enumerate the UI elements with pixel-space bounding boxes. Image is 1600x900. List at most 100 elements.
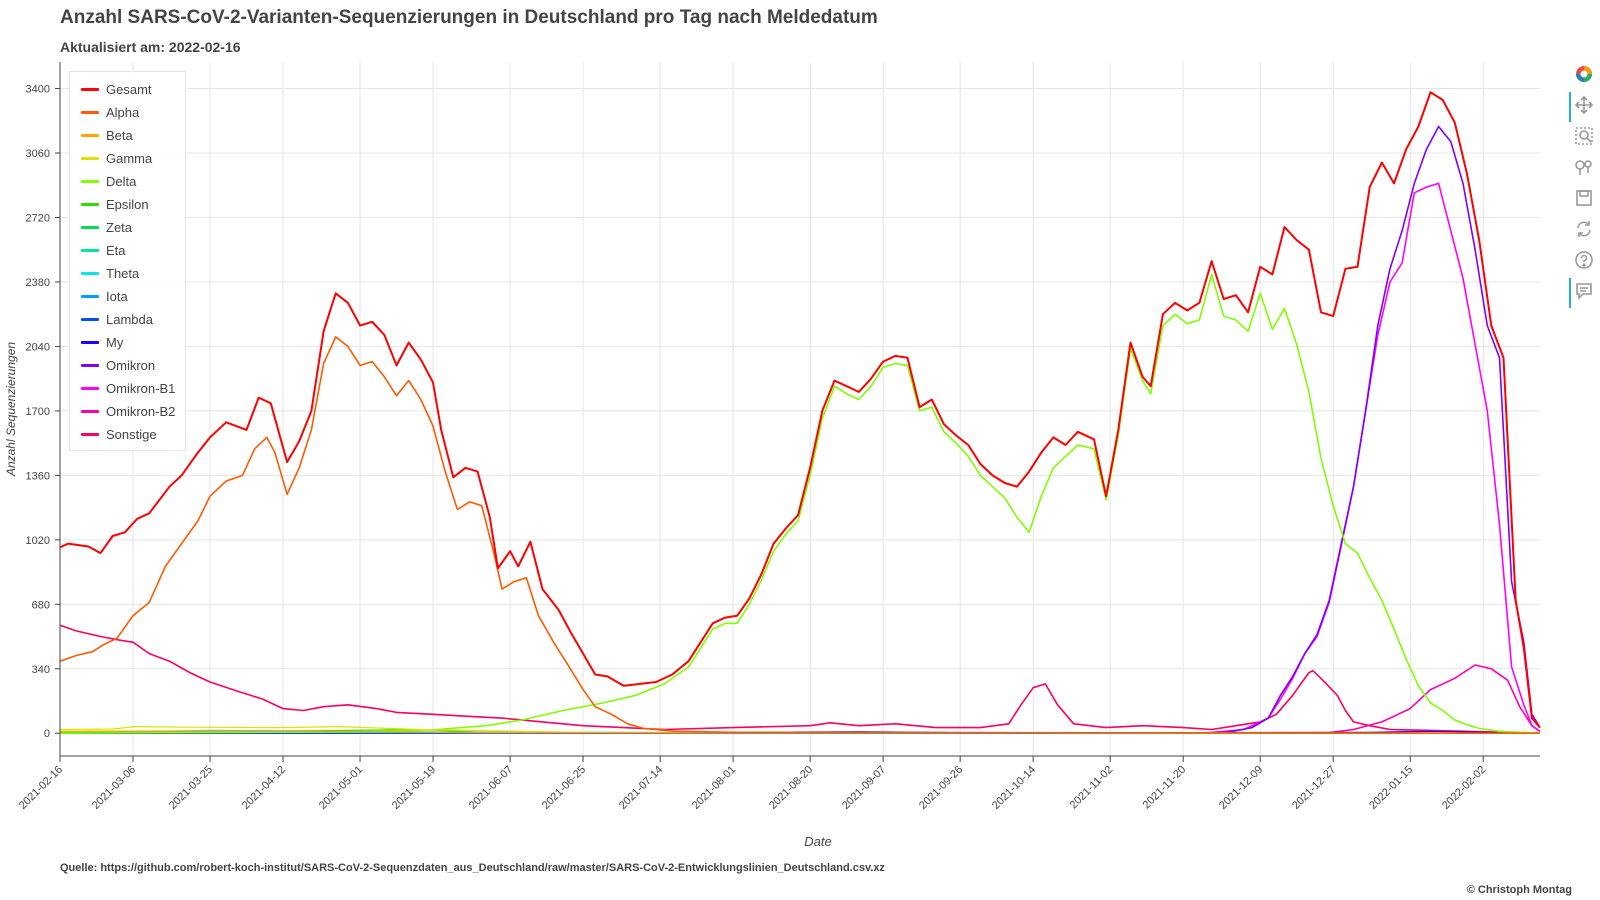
- legend-swatch: [81, 180, 99, 183]
- legend-label: Eta: [106, 243, 126, 258]
- legend-label: Beta: [106, 128, 133, 143]
- grid-lines: [59, 62, 1540, 756]
- y-tick-label: 1360: [26, 470, 50, 482]
- chart-toolbar: [1569, 58, 1597, 308]
- legend-item-eta[interactable]: Eta: [70, 239, 185, 262]
- legend-swatch: [81, 410, 99, 413]
- legend-item-omikron-b2[interactable]: Omikron-B2: [70, 400, 185, 423]
- legend-item-epsilon[interactable]: Epsilon: [70, 193, 185, 216]
- pan-icon[interactable]: [1569, 89, 1597, 122]
- x-tick-label: 2021-02-16: [17, 764, 65, 812]
- reset-icon[interactable]: [1571, 213, 1597, 244]
- legend-item-my[interactable]: My: [70, 331, 185, 354]
- x-tick-label: 2021-03-06: [90, 764, 138, 812]
- legend-label: Sonstige: [106, 427, 157, 442]
- legend-label: Omikron: [106, 358, 156, 373]
- series-line-omikron[interactable]: [60, 125, 1541, 735]
- series-line-gesamt[interactable]: [59, 91, 1541, 729]
- y-tick-label: 2040: [26, 341, 50, 353]
- legend-swatch: [81, 433, 99, 436]
- chart-title: Anzahl SARS-CoV-2-Varianten-Sequenzierun…: [60, 7, 878, 28]
- x-tick-label: 2022-01-15: [1367, 764, 1415, 812]
- x-tick-label: 2021-11-20: [1141, 764, 1189, 812]
- legend-label: Iota: [106, 289, 128, 304]
- x-tick-label: 2021-07-14: [617, 764, 665, 812]
- legend-item-zeta[interactable]: Zeta: [70, 216, 185, 239]
- y-tick-label: 2380: [26, 277, 50, 289]
- x-tick-label: 2022-02-02: [1440, 764, 1488, 812]
- x-axis-label: Date: [804, 834, 831, 849]
- legend-label: Omikron-B2: [106, 404, 176, 419]
- legend-swatch: [81, 111, 99, 114]
- axes: [55, 62, 1540, 762]
- legend-swatch: [81, 318, 99, 321]
- x-tick-label: 2021-05-19: [390, 764, 438, 812]
- legend-item-gamma[interactable]: Gamma: [70, 147, 185, 170]
- wheel-zoom-icon[interactable]: [1571, 151, 1597, 182]
- chart-legend: Gesamt Alpha Beta Gamma Delta Epsilon Zeta Eta T…: [69, 71, 186, 451]
- legend-label: Delta: [106, 174, 137, 189]
- y-axis-label: Anzahl Sequenzierungen: [4, 342, 18, 477]
- x-tick-label: 2021-12-09: [1217, 764, 1265, 812]
- y-tick-label: 3400: [26, 84, 50, 96]
- series-lines: [59, 91, 1541, 735]
- plot-area[interactable]: [60, 62, 1540, 756]
- legend-item-delta[interactable]: Delta: [70, 170, 185, 193]
- y-tick-label: 3060: [26, 148, 50, 160]
- x-tick-label: 2021-04-12: [240, 764, 288, 812]
- legend-label: Lambda: [106, 312, 153, 327]
- series-line-sonstige[interactable]: [59, 624, 1541, 734]
- series-line-delta[interactable]: [59, 273, 1541, 735]
- legend-swatch: [81, 341, 99, 344]
- legend-item-gesamt[interactable]: Gesamt: [70, 78, 185, 101]
- x-tick-label: 2021-05-01: [317, 764, 365, 812]
- legend-swatch: [81, 364, 99, 367]
- hover-icon[interactable]: [1569, 275, 1597, 308]
- legend-item-lambda[interactable]: Lambda: [70, 308, 185, 331]
- series-line-gamma[interactable]: [59, 725, 1541, 734]
- series-line-omikron-b2[interactable]: [60, 664, 1541, 735]
- x-tick-labels: 2021-02-16 2021-03-06 2021-03-25 2021-04-12…: [17, 764, 1489, 812]
- legend-item-alpha[interactable]: Alpha: [70, 101, 185, 124]
- x-tick-label: 2021-12-27: [1290, 764, 1338, 812]
- legend-swatch: [81, 134, 99, 137]
- bokeh-logo-icon[interactable]: [1571, 58, 1597, 89]
- legend-item-omikron-b1[interactable]: Omikron-B1: [70, 377, 185, 400]
- legend-item-sonstige[interactable]: Sonstige: [70, 423, 185, 446]
- series-line-omikron-b1[interactable]: [60, 182, 1541, 735]
- legend-swatch: [81, 157, 99, 160]
- legend-swatch: [81, 249, 99, 252]
- legend-swatch: [81, 387, 99, 390]
- y-tick-label: 0: [44, 728, 50, 740]
- legend-label: Gamma: [106, 151, 153, 166]
- legend-item-omikron[interactable]: Omikron: [70, 354, 185, 377]
- legend-label: My: [106, 335, 124, 350]
- x-tick-label: 2021-06-25: [540, 764, 588, 812]
- data-source-note: Quelle: https://github.com/robert-koch-i…: [60, 862, 885, 874]
- legend-item-beta[interactable]: Beta: [70, 124, 185, 147]
- legend-label: Gesamt: [106, 82, 152, 97]
- legend-label: Omikron-B1: [106, 381, 176, 396]
- y-tick-label: 340: [32, 664, 50, 676]
- x-tick-label: 2021-06-07: [467, 764, 515, 812]
- copyright-note: © Christoph Montag: [1466, 884, 1572, 896]
- chart-subtitle: Aktualisiert am: 2022-02-16: [60, 39, 241, 55]
- legend-swatch: [81, 226, 99, 229]
- x-tick-label: 2021-10-14: [990, 764, 1038, 812]
- save-icon[interactable]: [1571, 182, 1597, 213]
- y-tick-label: 2720: [26, 212, 50, 224]
- box-zoom-icon[interactable]: [1571, 120, 1597, 151]
- legend-label: Theta: [106, 266, 140, 281]
- legend-label: Zeta: [106, 220, 133, 235]
- series-line-alpha[interactable]: [59, 336, 1541, 735]
- help-icon[interactable]: [1571, 244, 1597, 275]
- legend-item-theta[interactable]: Theta: [70, 262, 185, 285]
- legend-label: Alpha: [106, 105, 140, 120]
- legend-item-iota[interactable]: Iota: [70, 285, 185, 308]
- x-tick-label: 2021-09-07: [840, 764, 888, 812]
- legend-swatch: [81, 88, 99, 91]
- x-tick-label: 2021-03-25: [167, 764, 215, 812]
- legend-swatch: [81, 203, 99, 206]
- y-tick-labels: 0 340 680 1020 1360 1700 2040 2380 2720 3060 3400: [26, 84, 50, 741]
